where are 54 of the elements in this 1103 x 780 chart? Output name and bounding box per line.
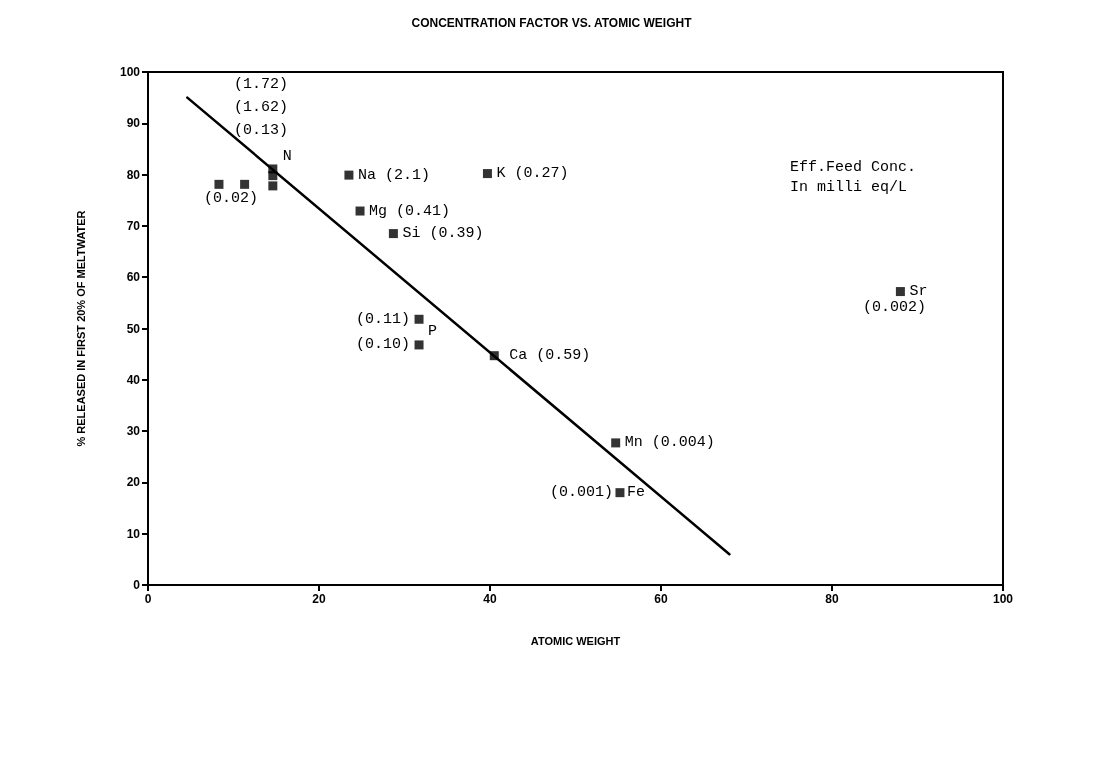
x-tick-label: 20 (312, 592, 326, 606)
point (414, 340, 424, 350)
annotation: N (282, 148, 292, 166)
y-tick-label: 50 (126, 321, 141, 336)
x-tick-label: 60 (654, 592, 668, 606)
point (482, 169, 492, 179)
annotation: (0.02) (203, 189, 258, 207)
annotation: Na (2.1) (357, 166, 430, 184)
y-axis-title: % RELEASED IN FIRST 20% OF MELTWATER (74, 210, 87, 447)
point (240, 179, 250, 189)
annotation: (0.13) (234, 122, 289, 139)
point (615, 488, 625, 498)
annotation: In milli eq/L (790, 179, 908, 196)
x-tick-label: 80 (825, 592, 839, 606)
y-tick-label: 0 (133, 578, 141, 592)
annotation: (0.10) (356, 336, 411, 354)
point (344, 170, 354, 180)
annotation: (1.72) (234, 76, 289, 93)
y-tick-label: 20 (126, 475, 141, 490)
annotation: (0.11) (356, 310, 411, 328)
annotation: Fe (626, 484, 645, 502)
y-tick-label: 100 (119, 65, 141, 79)
point (268, 181, 278, 191)
chart-title: CONCENTRATION FACTOR VS. ATOMIC WEIGHT (411, 16, 693, 30)
annotation: K (0.27) (496, 165, 569, 183)
y-tick-label: 40 (126, 372, 141, 387)
annotation: P (428, 322, 438, 340)
annotation: Eff.Feed Conc. (790, 159, 917, 176)
x-axis-title: ATOMIC WEIGHT (530, 634, 621, 647)
y-tick-label: 10 (126, 526, 141, 541)
annotation: (0.002) (862, 299, 926, 317)
point (895, 287, 905, 297)
annotation: (0.001) (549, 484, 613, 502)
point (414, 314, 424, 324)
point (489, 351, 499, 361)
x-tick-label: 40 (483, 592, 497, 606)
annotation: Mn (0.004) (624, 434, 715, 452)
annotation: Mg (0.41) (369, 202, 451, 220)
y-tick-label: 30 (126, 424, 141, 439)
x-tick-label: 100 (992, 592, 1014, 606)
point (214, 179, 224, 189)
y-tick-label: 70 (126, 218, 141, 233)
annotation: Ca (0.59) (509, 347, 591, 365)
y-tick-label: 60 (126, 270, 141, 285)
point (355, 206, 365, 216)
y-tick-label: 90 (126, 116, 141, 131)
y-tick-label: 80 (126, 167, 141, 182)
annotation: Si (0.39) (402, 225, 484, 243)
point (268, 171, 278, 181)
x-tick-label: 0 (144, 592, 152, 606)
annotation: (1.62) (234, 99, 289, 116)
point (611, 438, 621, 448)
point (388, 229, 398, 239)
annotation: Sr (909, 283, 928, 301)
